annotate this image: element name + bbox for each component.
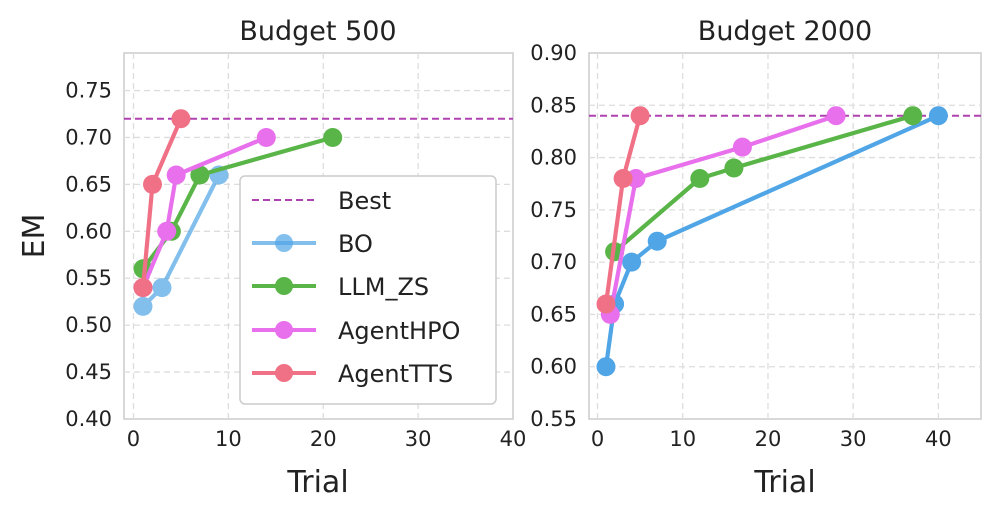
data-point (256, 128, 276, 147)
y-tick-label: 0.75 (530, 198, 577, 222)
x-tick-labels: 0 10 20 30 40 (591, 427, 952, 451)
data-point (190, 165, 210, 185)
data-point (630, 106, 650, 126)
y-tick-label: 0.65 (530, 302, 577, 326)
x-tick-label: 40 (925, 427, 952, 451)
data-point (732, 137, 752, 157)
y-tick-label: 0.65 (65, 172, 112, 196)
legend-label: BO (338, 230, 373, 258)
x-tick-label: 10 (669, 427, 696, 451)
legend-entry-bo: BO (252, 230, 373, 258)
y-tick-label: 0.55 (65, 266, 112, 290)
legend-agenthpo-marker (275, 321, 293, 339)
x-tick-label: 20 (755, 427, 782, 451)
legend-llm-zs-marker (275, 277, 293, 295)
series-group (596, 106, 948, 377)
x-tick-label: 30 (840, 427, 867, 451)
x-tick-label: 0 (591, 427, 604, 451)
x-tick-label: 10 (215, 427, 242, 451)
y-tick-label: 0.75 (65, 79, 112, 103)
x-tick-label: 40 (500, 427, 527, 451)
x-axis-label: Trial (753, 465, 815, 500)
y-tick-label: 0.90 (530, 41, 577, 65)
data-point (143, 174, 162, 194)
y-tick-label: 0.55 (530, 407, 577, 431)
y-tick-labels: 0.55 0.60 0.65 0.70 0.75 0.80 0.85 0.90 (530, 41, 577, 431)
data-point (166, 165, 186, 185)
chart-title: Budget 500 (239, 16, 396, 47)
y-tick-label: 0.70 (530, 250, 577, 274)
legend-label: AgentHPO (338, 317, 460, 345)
data-point (826, 106, 846, 126)
legend-label: Best (338, 187, 391, 215)
legend-entry-best: Best (252, 187, 391, 215)
plot-area (588, 52, 982, 420)
data-point (133, 296, 153, 316)
data-point (622, 252, 642, 272)
gridlines (589, 53, 981, 419)
legend-entry-agenthpo: AgentHPO (252, 317, 460, 345)
data-point (596, 294, 616, 314)
y-tick-label: 0.80 (530, 146, 577, 170)
legend-label: AgentTTS (338, 360, 453, 388)
x-tick-label: 20 (310, 427, 337, 451)
data-point (613, 169, 633, 188)
data-point (928, 106, 948, 126)
y-tick-label: 0.40 (65, 407, 112, 431)
series-line (612, 113, 915, 254)
data-point (171, 109, 191, 129)
y-tick-label: 0.85 (530, 93, 577, 117)
legend-bo-marker (275, 234, 293, 252)
data-point (323, 128, 343, 147)
y-tick-label: 0.70 (65, 125, 112, 149)
data-point (724, 158, 744, 178)
x-tick-label: 0 (127, 427, 140, 451)
chart-title: Budget 2000 (698, 16, 872, 47)
y-tick-label: 0.45 (65, 360, 112, 384)
legend-entry-llm-zs: LLM_ZS (252, 273, 429, 301)
x-tick-label: 30 (405, 427, 432, 451)
data-point (690, 169, 710, 188)
series-line (608, 113, 839, 317)
series-line (140, 135, 269, 290)
y-axis-label: EM (17, 214, 52, 259)
data-point (596, 357, 616, 377)
y-tick-label: 0.60 (65, 219, 112, 243)
y-tick-label: 0.60 (530, 355, 577, 379)
data-point (133, 278, 153, 298)
legend-agenttts-marker (275, 364, 293, 382)
data-point (157, 221, 177, 241)
y-tick-labels: 0.40 0.45 0.50 0.55 0.60 0.65 0.70 0.75 (65, 79, 112, 431)
series-agenttts (133, 109, 191, 298)
legend-box (239, 175, 497, 405)
x-axis-label: Trial (286, 465, 348, 500)
series-llm-zs (605, 106, 923, 262)
data-point (152, 278, 172, 298)
legend-label: LLM_ZS (338, 273, 429, 301)
data-point (647, 231, 667, 251)
y-tick-label: 0.50 (65, 313, 112, 337)
data-point (903, 106, 923, 126)
series-agenttts (596, 106, 650, 314)
x-tick-labels: 0 10 20 30 40 (127, 427, 527, 451)
panel-budget-500: Budget 500 0.400.450.500.550.600.650.700… (17, 16, 526, 500)
series-group (133, 109, 343, 316)
legend-entry-agenttts: AgentTTS (252, 360, 453, 388)
legend: Best BO LLM_ZS AgentHPO AgentTTS (239, 175, 497, 405)
panel-budget-2000: Budget 2000 0.55 0.60 0.65 0.70 0.75 0.80 0.85… (530, 16, 982, 500)
